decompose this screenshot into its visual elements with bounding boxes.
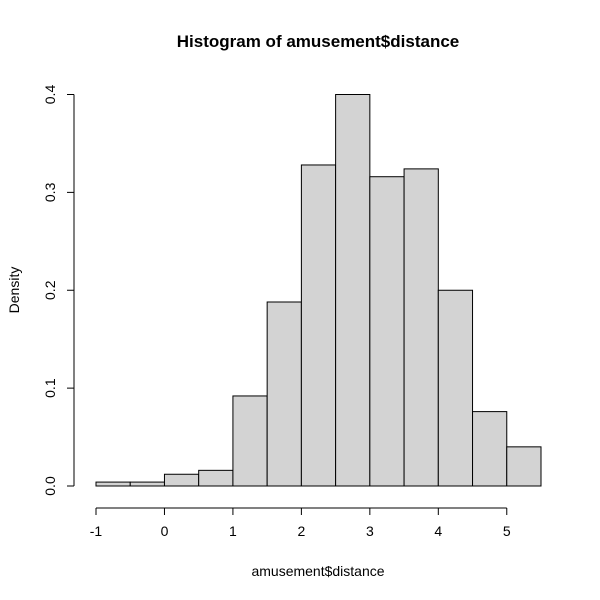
histogram-bar [472, 411, 508, 487]
y-axis-label: Density [6, 267, 22, 314]
y-tick-label: 0.1 [42, 378, 58, 398]
histogram-bar [506, 446, 542, 487]
histogram-bar [198, 469, 234, 487]
x-tick-label: 0 [161, 523, 169, 539]
x-axis: -1 0 1 2 3 4 5 [90, 507, 511, 539]
x-tick-label: 1 [229, 523, 237, 539]
histogram-bar [369, 176, 405, 487]
histogram-bar [300, 164, 337, 487]
y-axis: 0.0 0.1 0.2 0.3 0.4 [42, 85, 75, 496]
x-tick-label: 4 [434, 523, 442, 539]
chart-title: Histogram of amusement$distance [177, 32, 459, 51]
bars-group [95, 94, 542, 487]
histogram-bar [335, 94, 371, 487]
y-tick-label: 0.4 [42, 85, 58, 105]
histogram-bar [129, 481, 165, 487]
x-tick-label: 2 [297, 523, 305, 539]
histogram-bar [232, 395, 268, 487]
y-tick-label: 0.3 [42, 182, 58, 202]
y-tick-label: 0.0 [42, 476, 58, 496]
histogram-bar [95, 481, 131, 487]
y-tick-label: 0.2 [42, 280, 58, 300]
histogram-bar [403, 168, 439, 487]
x-tick-label: 3 [366, 523, 374, 539]
histogram-bar [437, 289, 474, 487]
histogram-bar [266, 301, 302, 487]
x-tick-label: 5 [503, 523, 511, 539]
histogram-bar [163, 473, 200, 487]
x-axis-label: amusement$distance [251, 563, 384, 579]
x-tick-label: -1 [90, 523, 103, 539]
